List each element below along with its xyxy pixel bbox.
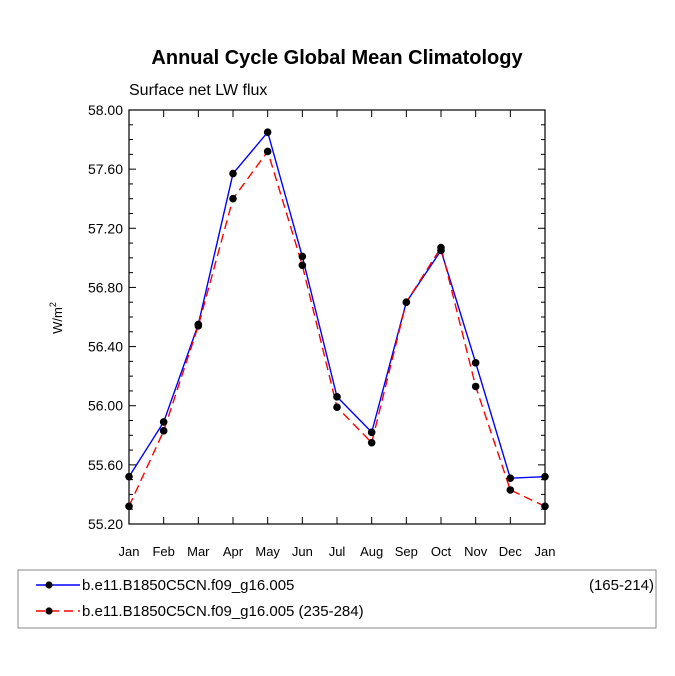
y-tick-label: 58.00 [88, 102, 123, 118]
x-tick-label: Nov [464, 544, 488, 559]
series-2-point [506, 486, 515, 494]
y-tick-label: 55.60 [88, 457, 123, 473]
series-1-point [159, 418, 168, 426]
x-tick-label: Jul [329, 544, 346, 559]
series-1-point [367, 428, 376, 437]
y-tick-label: 56.00 [88, 398, 123, 414]
chart-subtitle: Surface net LW flux [129, 82, 267, 99]
series-2-point [229, 194, 237, 203]
series-layer [125, 128, 549, 511]
legend-label-series-1: b.e11.B1850C5CN.f09_g16.005 [82, 577, 294, 594]
y-tick-label: 55.20 [88, 516, 123, 532]
x-tick-label: Jan [119, 544, 140, 559]
series-1-point [333, 393, 341, 401]
series-1-point [229, 169, 237, 178]
y-ticks: 55.20 55.60 56.00 56.40 56.80 57.20 57.60 58.00 [88, 102, 545, 532]
x-tick-label: Jun [292, 544, 313, 559]
legend-label-series-2: b.e11.B1850C5CN.f09_g16.005 (235-284) [82, 603, 364, 620]
legend-marker-series-1 [45, 581, 53, 589]
y-tick-label: 56.80 [88, 279, 123, 295]
y-tick-label: 56.40 [88, 339, 123, 355]
x-tick-label: May [255, 544, 280, 559]
chart-title: Annual Cycle Global Mean Climatology [151, 47, 523, 69]
series-1-point [506, 474, 515, 482]
y-tick-label: 57.60 [88, 161, 123, 177]
series-1-point [541, 472, 549, 481]
legend-period-series-1: (165-214) [589, 577, 654, 594]
series-2-point [471, 382, 480, 391]
series-1-point [298, 252, 307, 261]
series-2-point [263, 147, 272, 156]
series-2-point [125, 502, 133, 511]
series-2-point [367, 438, 376, 447]
x-tick-label: Jan [535, 544, 556, 559]
series-2-line [128, 149, 546, 507]
x-tick-label: Feb [152, 544, 174, 559]
series-2-point [437, 243, 445, 252]
x-tick-label: Oct [431, 544, 452, 559]
series-1-point [263, 128, 272, 136]
x-tick-label: Aug [360, 544, 383, 559]
series-2-point [159, 427, 168, 435]
series-1-point [471, 359, 480, 367]
series-1-point [125, 472, 133, 481]
legend-box [17, 569, 657, 629]
series-2-point [194, 322, 203, 330]
x-tick-label: Sep [395, 544, 418, 559]
x-tick-label: Apr [223, 544, 244, 559]
plot-frame [128, 109, 546, 525]
x-tick-label: Mar [187, 544, 210, 559]
y-axis-label: W/m2 [48, 302, 65, 334]
series-2-point [541, 502, 549, 511]
legend-marker-series-2 [45, 607, 53, 615]
x-ticks: Jan Feb Mar Apr May Jun Jul Aug Sep Oct Nov Dec Jan [119, 110, 556, 559]
legend: b.e11.B1850C5CN.f09_g16.005 (165-214) b.… [36, 577, 654, 620]
y-tick-label: 57.20 [88, 220, 123, 236]
series-2-point [333, 403, 341, 411]
x-tick-label: Dec [499, 544, 523, 559]
series-2-point [298, 261, 307, 270]
series-2-point [402, 298, 411, 307]
series-1-line [128, 130, 546, 479]
